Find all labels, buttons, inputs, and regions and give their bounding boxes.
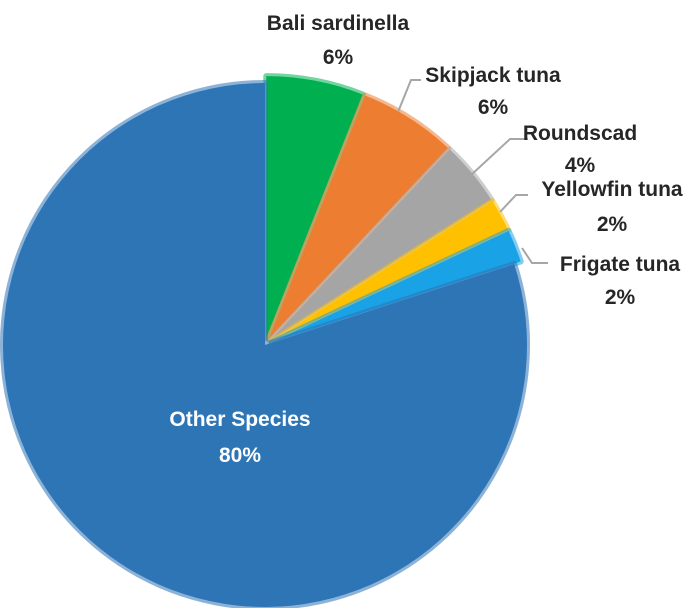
pie-slice-other-species — [0, 80, 530, 608]
slice-label-bali-sardinella-value: 6% — [323, 46, 354, 69]
slice-label-skipjack-tuna-name: Skipjack tuna — [425, 64, 561, 87]
leader-line-skipjack-tuna — [397, 79, 421, 113]
slice-label-other-species-name: Other Species — [169, 408, 310, 431]
slice-labels: Bali sardinella 6% Skipjack tuna 6% Roundsca… — [169, 12, 683, 467]
slice-label-roundscad-value: 4% — [565, 154, 596, 177]
slice-label-yellowfin-tuna-name: Yellowfin tuna — [541, 178, 682, 201]
slice-label-frigate-tuna-name: Frigate tuna — [560, 253, 680, 276]
leader-lines — [397, 79, 548, 264]
pie-slice-frigate-tuna — [268, 227, 524, 346]
slice-label-roundscad-name: Roundscad — [523, 122, 637, 145]
leader-line-roundscad — [469, 138, 528, 177]
leader-line-frigate-tuna — [521, 247, 548, 264]
pie-slices — [0, 73, 530, 608]
slice-label-other-species-value: 80% — [219, 444, 261, 467]
slice-label-bali-sardinella-name: Bali sardinella — [267, 12, 410, 35]
leader-line-yellowfin-tuna — [499, 194, 528, 213]
slice-label-yellowfin-tuna-value: 2% — [597, 213, 628, 236]
slice-label-frigate-tuna-value: 2% — [605, 286, 636, 309]
slice-label-skipjack-tuna-value: 6% — [478, 96, 509, 119]
